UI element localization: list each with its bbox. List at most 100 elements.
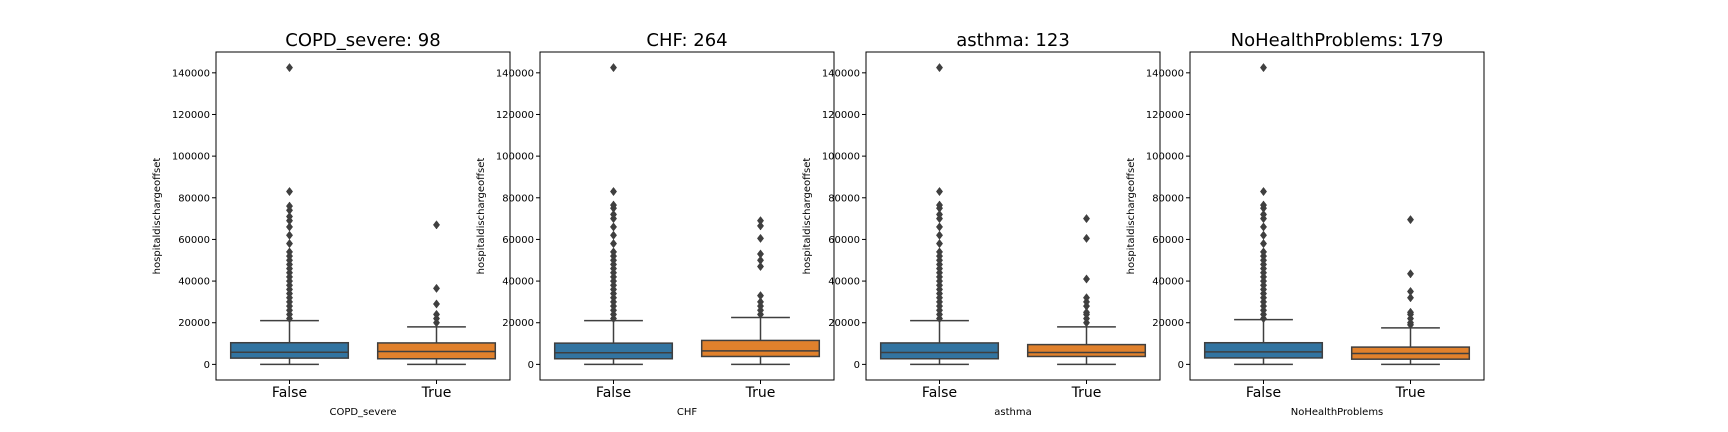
outlier-point (1406, 269, 1415, 279)
y-tick-label: 40000 (502, 277, 534, 288)
y-tick-label: 0 (528, 360, 534, 371)
x-axis-label: NoHealthProblems (1291, 407, 1384, 418)
y-tick-label: 60000 (178, 235, 210, 246)
outlier-point (935, 239, 944, 249)
box-iqr (229, 341, 350, 359)
outlier-point (1406, 286, 1415, 297)
outlier-point (609, 63, 618, 73)
outlier-point (756, 233, 765, 243)
x-tick-label: False (1246, 385, 1281, 401)
chart-title: CHF: 264 (646, 30, 727, 51)
plot-frame (1189, 51, 1485, 381)
plot-frame (215, 51, 511, 381)
y-tick-label: 20000 (1152, 318, 1184, 329)
y-tick-label: 120000 (172, 110, 210, 121)
y-tick-label: 140000 (496, 68, 534, 79)
outlier-point (432, 283, 441, 293)
chart-panel: NoHealthProblems: 179 0 20000 40000 60000 800… (1126, 30, 1485, 418)
box-iqr (700, 339, 821, 358)
y-tick-label: 80000 (1152, 193, 1184, 204)
outlier-point (1082, 307, 1091, 317)
outlier-point (285, 230, 294, 240)
outlier-point (935, 200, 944, 210)
outlier-point (609, 239, 618, 249)
outlier-point (432, 309, 441, 319)
outlier-point (285, 186, 294, 197)
outlier-point (609, 230, 618, 240)
chart-panel: CHF: 264 0 20000 40000 60000 80000 100000 12000… (476, 30, 835, 418)
outlier-point (285, 201, 294, 211)
x-tick-label: True (421, 385, 452, 401)
outlier-point (756, 255, 765, 265)
outlier-point (756, 261, 765, 272)
y-tick-label: 100000 (1146, 152, 1184, 163)
y-tick-label: 20000 (178, 318, 210, 329)
outlier-point (1406, 293, 1415, 303)
outlier-point (1082, 293, 1091, 303)
outlier-point (1082, 274, 1091, 284)
outlier-point (285, 247, 294, 257)
x-axis-label: asthma (994, 407, 1031, 418)
outlier-point (1259, 200, 1268, 210)
outlier-point (935, 209, 944, 220)
x-tick-label: True (1071, 385, 1102, 401)
outlier-point (1259, 63, 1268, 73)
y-tick-label: 40000 (178, 277, 210, 288)
outlier-point (1259, 222, 1268, 232)
y-tick-label: 0 (1178, 360, 1184, 371)
y-tick-label: 100000 (172, 152, 210, 163)
y-tick-label: 40000 (1152, 277, 1184, 288)
outlier-point (432, 299, 441, 309)
x-axis-label: CHF (677, 407, 698, 418)
plot-frame (539, 51, 835, 381)
outlier-point (285, 239, 294, 249)
y-axis-label: hospitaldischargeoffset (152, 158, 163, 275)
outlier-point (935, 63, 944, 73)
y-tick-label: 80000 (502, 193, 534, 204)
outlier-point (756, 221, 765, 231)
outlier-point (1406, 307, 1415, 317)
outlier-point (1406, 215, 1415, 225)
y-tick-label: 100000 (496, 152, 534, 163)
y-tick-label: 40000 (828, 277, 860, 288)
y-tick-label: 80000 (178, 193, 210, 204)
outlier-point (1259, 239, 1268, 249)
chart-title: asthma: 123 (956, 30, 1070, 51)
x-axis-label: COPD_severe (329, 407, 396, 418)
x-tick-label: True (1395, 385, 1426, 401)
box-iqr (879, 342, 1000, 360)
y-tick-label: 120000 (496, 110, 534, 121)
outlier-point (432, 220, 441, 230)
x-tick-label: False (596, 385, 631, 401)
outlier-point (285, 211, 294, 222)
plot-frame (865, 51, 1161, 381)
outlier-point (1259, 186, 1268, 197)
box-iqr (1203, 341, 1324, 359)
y-tick-label: 80000 (828, 193, 860, 204)
chart-panel: asthma: 123 0 20000 40000 60000 80000 100000 12… (802, 30, 1161, 418)
y-tick-label: 60000 (828, 235, 860, 246)
outlier-point (756, 249, 765, 259)
y-tick-label: 120000 (822, 110, 860, 121)
y-tick-label: 60000 (1152, 235, 1184, 246)
y-axis-label: hospitaldischargeoffset (802, 158, 813, 275)
outlier-point (756, 216, 765, 226)
chart-panel: COPD_severe: 98 0 20000 40000 60000 80000 1000… (152, 30, 511, 418)
outlier-point (609, 209, 618, 220)
outlier-point (935, 247, 944, 257)
outlier-point (609, 200, 618, 210)
outlier-point (756, 297, 765, 307)
y-tick-label: 20000 (502, 318, 534, 329)
outlier-point (1259, 247, 1268, 257)
box-iqr (1026, 343, 1147, 358)
chart-title: COPD_severe: 98 (285, 30, 440, 51)
outlier-point (609, 247, 618, 257)
x-tick-label: False (272, 385, 307, 401)
outlier-point (935, 222, 944, 232)
x-tick-label: True (745, 385, 776, 401)
outlier-point (1082, 214, 1091, 224)
chart-title: NoHealthProblems: 179 (1231, 30, 1444, 51)
outlier-point (285, 63, 294, 73)
